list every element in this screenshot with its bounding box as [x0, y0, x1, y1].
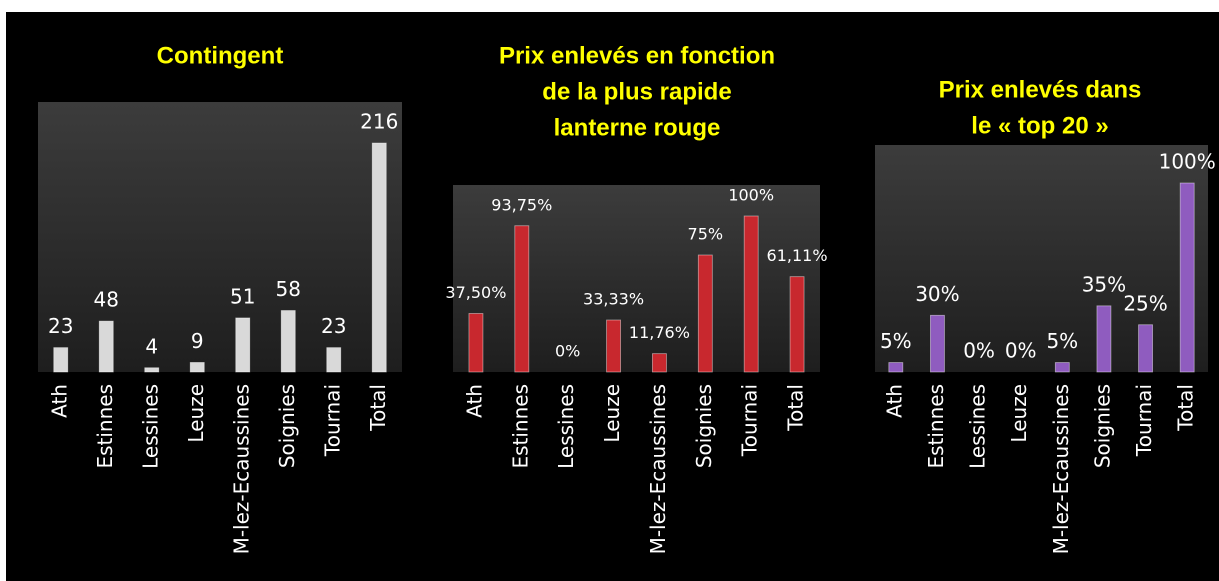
x-tick-label: Tournai: [738, 384, 762, 457]
chart-title: lanterne rouge: [554, 114, 721, 141]
bar: [606, 319, 621, 373]
bar: [697, 254, 713, 373]
data-label: 9: [191, 329, 204, 353]
x-tick-label: Total: [784, 384, 808, 432]
bar: [930, 314, 945, 373]
bar: [98, 320, 114, 373]
data-label: 37,50%: [445, 283, 506, 302]
x-tick-label: Total: [366, 384, 390, 432]
bar: [235, 317, 251, 373]
bar: [789, 276, 805, 373]
x-tick-label: M-lez-Ecaussines: [229, 384, 253, 554]
x-tick-label: Soignies: [692, 384, 716, 468]
x-tick-label: Lessines: [966, 384, 990, 469]
bar: [1179, 182, 1195, 373]
bar: [468, 313, 484, 373]
bar: [280, 310, 296, 373]
x-tick-label: M-lez-Ecaussines: [646, 384, 670, 554]
data-label: 33,33%: [583, 290, 644, 309]
data-label: 48: [94, 288, 119, 312]
x-tick-label: Soignies: [1090, 384, 1114, 468]
data-label: 11,76%: [629, 323, 690, 342]
data-label: 5%: [880, 329, 912, 353]
chart-title: Prix enlevés dans: [939, 76, 1142, 103]
x-tick-label: Tournai: [1132, 384, 1156, 457]
data-label: 35%: [1082, 272, 1126, 296]
x-tick-label: Leuze: [184, 384, 208, 443]
data-label: 61,11%: [767, 246, 828, 265]
x-tick-label: Leuze: [600, 384, 624, 443]
bar: [888, 362, 904, 373]
x-tick-label: Ath: [462, 384, 486, 418]
plot-area: [453, 185, 820, 372]
x-tick-label: Ath: [47, 384, 71, 418]
data-label: 58: [276, 277, 301, 301]
x-tick-label: Total: [1174, 384, 1198, 432]
x-tick-label: M-lez-Ecaussines: [1049, 384, 1073, 554]
data-label: 100%: [1159, 150, 1216, 174]
bar: [1138, 324, 1153, 373]
data-label: 23: [321, 314, 346, 338]
data-label: 51: [230, 284, 255, 308]
plot-area: [875, 145, 1208, 372]
bar: [144, 367, 160, 373]
x-tick-label: Lessines: [554, 384, 578, 469]
x-tick-label: Leuze: [1007, 384, 1031, 443]
data-label: 93,75%: [491, 195, 552, 214]
x-tick-label: Lessines: [138, 384, 162, 469]
bar: [326, 347, 342, 373]
bar: [743, 215, 759, 373]
x-tick-label: Estinnes: [93, 384, 117, 469]
data-label: 100%: [728, 186, 774, 205]
bar: [371, 142, 387, 373]
bar: [652, 353, 667, 373]
bar: [514, 225, 530, 373]
x-tick-label: Ath: [882, 384, 906, 418]
data-label: 30%: [915, 282, 959, 306]
bar: [1096, 305, 1112, 373]
data-label: 75%: [688, 225, 724, 244]
chart-title: Contingent: [157, 42, 284, 69]
data-label: 4: [145, 334, 158, 358]
x-tick-label: Estinnes: [924, 384, 948, 469]
data-label: 0%: [963, 339, 995, 363]
bar: [53, 347, 69, 373]
x-tick-label: Soignies: [275, 384, 299, 468]
chart-title: de la plus rapide: [542, 78, 731, 105]
data-label: 25%: [1123, 291, 1167, 315]
data-label: 23: [48, 314, 73, 338]
x-tick-label: Estinnes: [508, 384, 532, 469]
chart-title: Prix enlevés en fonction: [499, 42, 775, 69]
data-label: 216: [360, 110, 398, 134]
data-label: 0%: [555, 342, 580, 361]
x-tick-label: Tournai: [320, 384, 344, 457]
bar: [1054, 362, 1070, 373]
bar: [189, 362, 205, 373]
plot-area: [38, 102, 402, 372]
data-label: 5%: [1046, 329, 1078, 353]
data-label: 0%: [1005, 339, 1037, 363]
chart-title: le « top 20 »: [971, 112, 1108, 139]
